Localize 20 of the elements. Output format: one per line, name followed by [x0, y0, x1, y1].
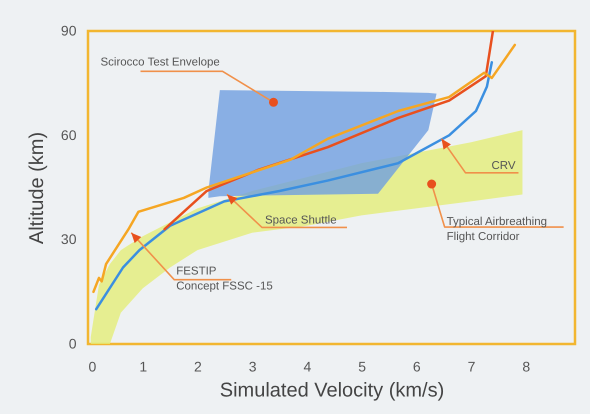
- x-tick-label: 5: [358, 358, 366, 374]
- y-tick-label: 0: [68, 336, 77, 352]
- annotation: Space Shuttle: [264, 214, 337, 226]
- x-tick-label: 2: [194, 358, 202, 374]
- x-tick-label: 0: [88, 358, 96, 374]
- annotation: FESTIP Concept FSSC -15: [176, 266, 273, 293]
- x-tick-label: 7: [468, 358, 476, 374]
- x-tick-label: 6: [412, 358, 421, 374]
- y-axis-title: Altitude (km): [26, 132, 48, 244]
- x-tick-label: 8: [522, 358, 530, 374]
- x-tick-label: 4: [303, 358, 312, 374]
- y-tick-label: 90: [60, 22, 77, 38]
- y-tick-label: 30: [60, 231, 77, 248]
- y-tick-label: 60: [60, 126, 77, 143]
- x-tick-label: 1: [139, 358, 148, 374]
- annotation: Typical Airbreathing Flight Corridor: [446, 216, 548, 244]
- annotation: CRV: [491, 160, 516, 172]
- annotation: Scirocco Test Envelope: [100, 56, 220, 68]
- x-tick-label: 3: [248, 358, 257, 374]
- x-axis-title: Simulated Velocity (km/s): [220, 380, 444, 402]
